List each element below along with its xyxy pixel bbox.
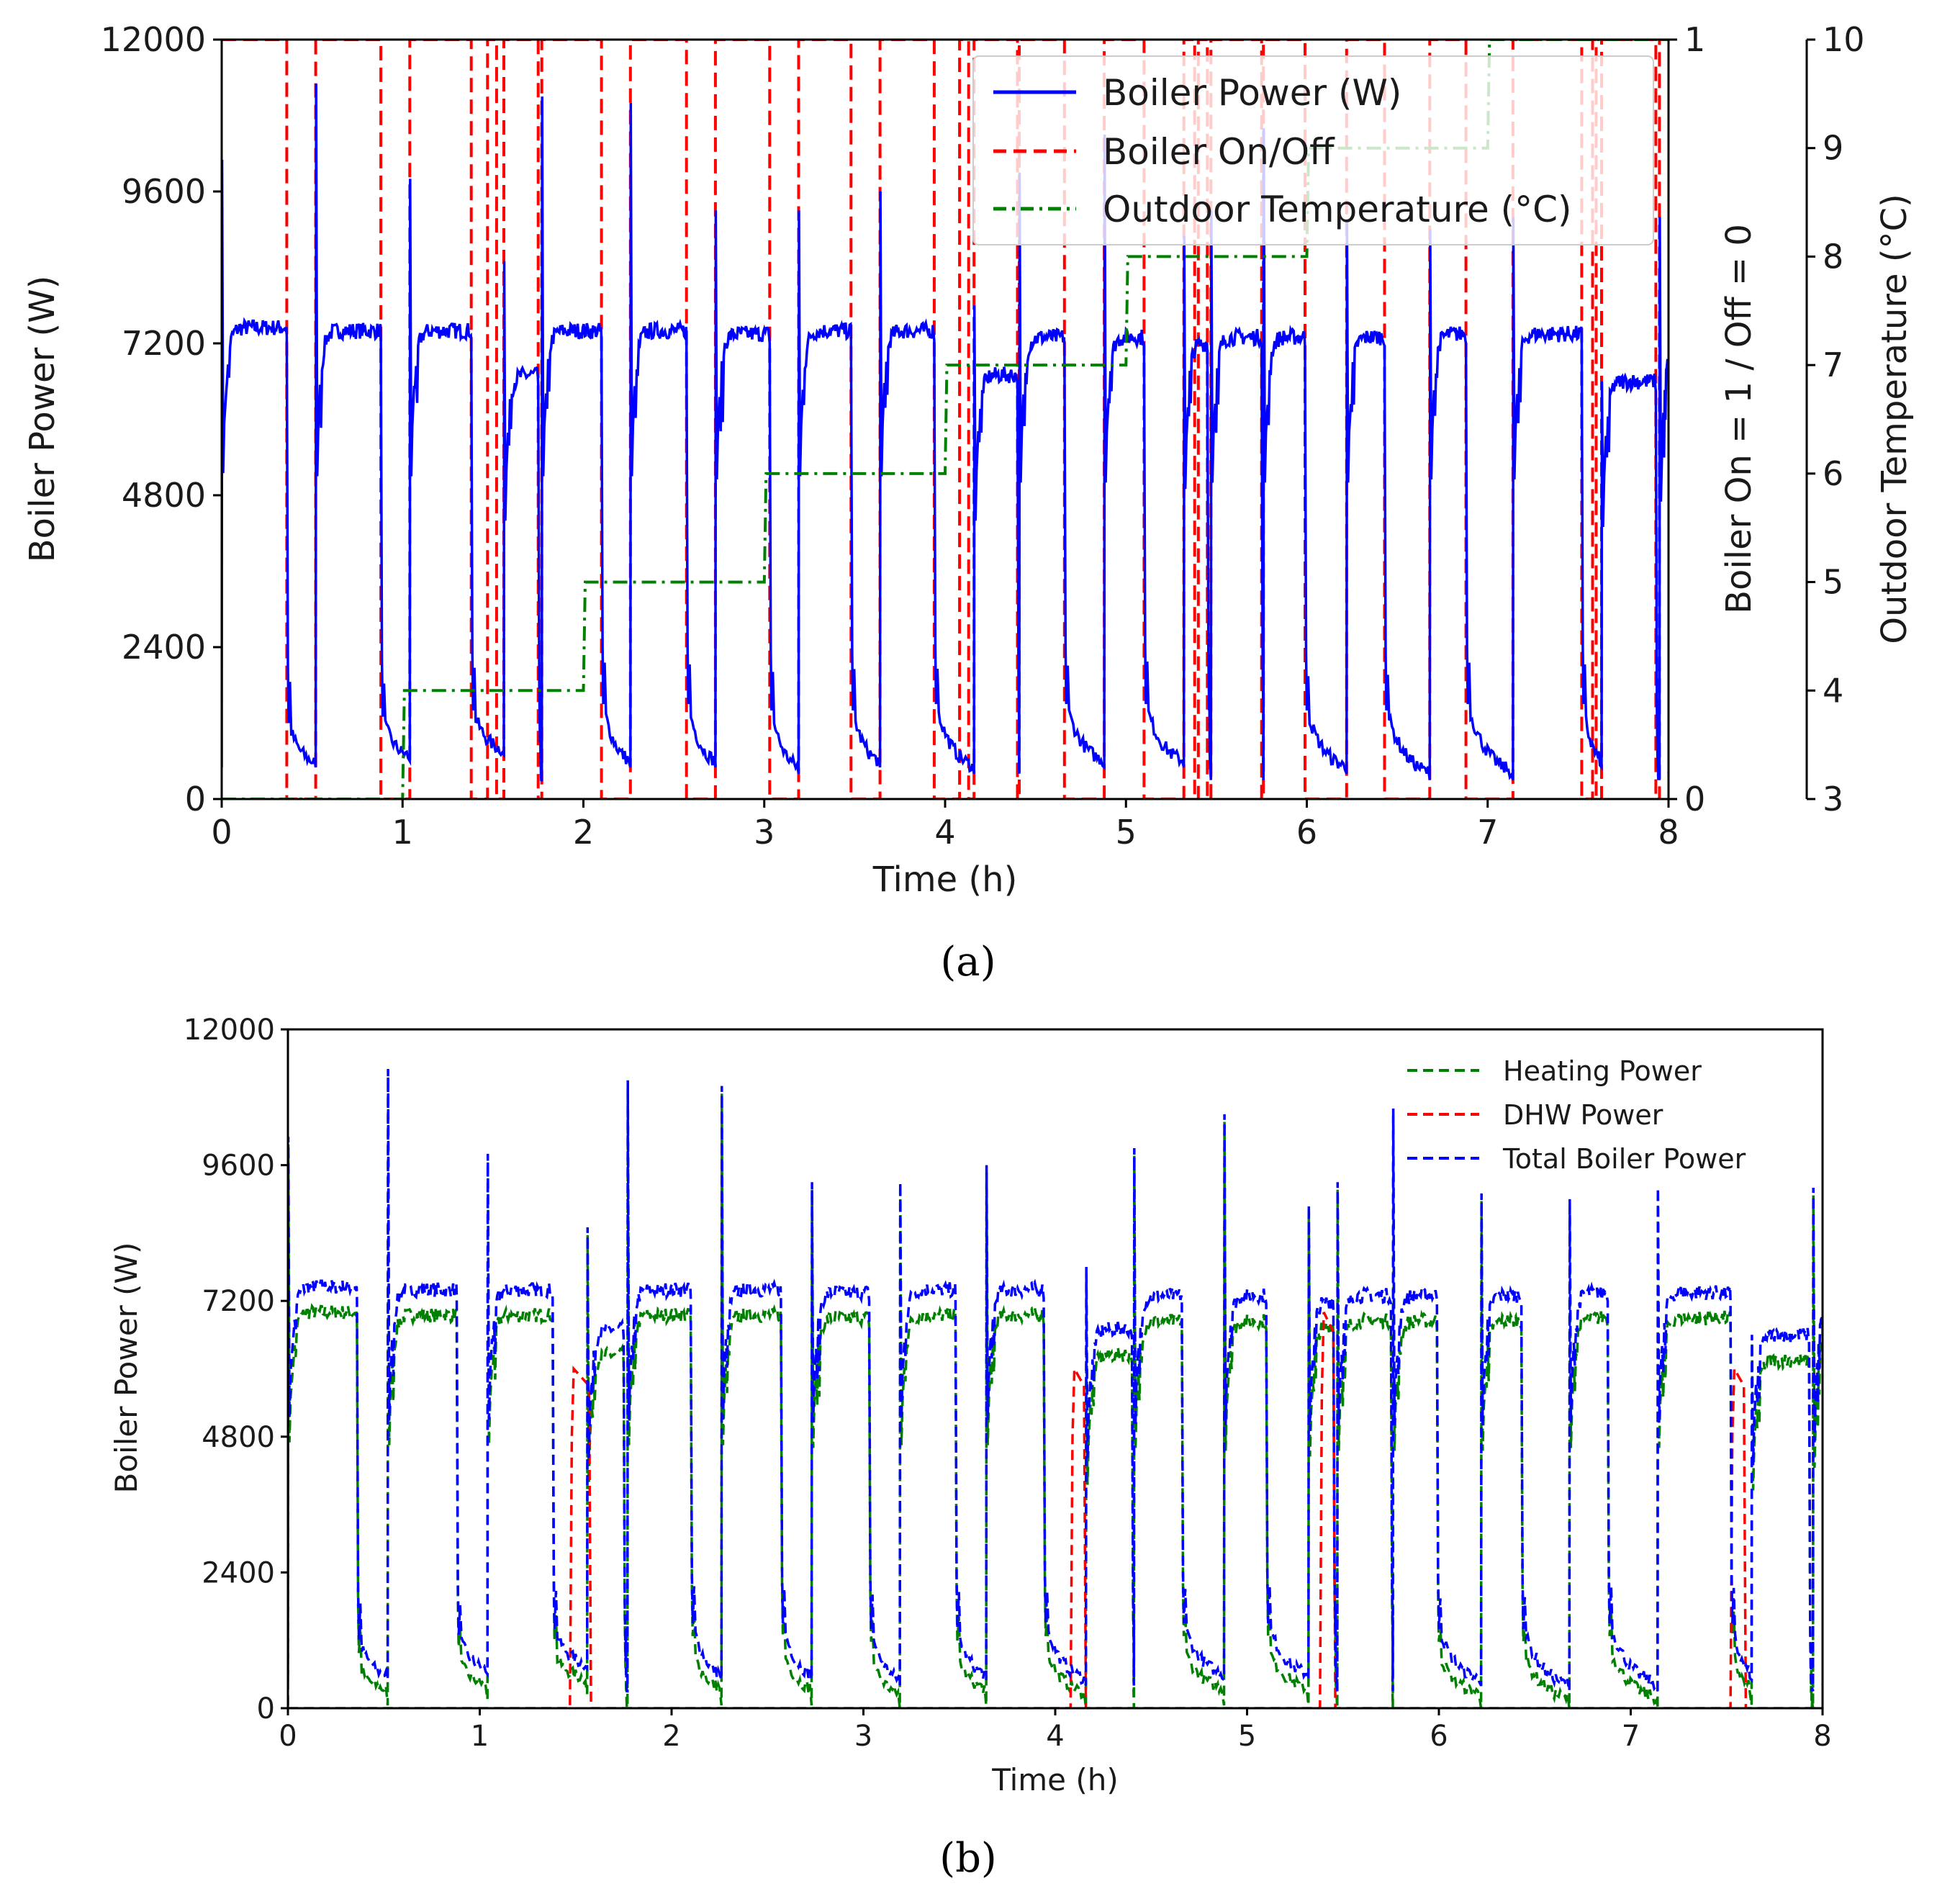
chart-a-y-ticks-right1: 01 [1669,20,1705,818]
chart-a-right2-tick-label: 7 [1823,346,1843,384]
chart-a-y-ticks-right2: 3 4 5 6 7 8 9 10 [1807,20,1865,818]
chart-a-y-tick-label: 12000 [101,20,206,59]
series-heating-power [288,1076,1823,1708]
chart-a-legend-label-power: Boiler Power (W) [1103,72,1401,114]
chart-a-y-tick-label: 4800 [122,476,206,515]
chart-b-x-tick-label: 6 [1430,1720,1448,1753]
chart-a-x-axis-label: Time (h) [872,859,1018,900]
chart-b-y-tick-label: 4800 [202,1421,275,1454]
chart-b-legend: Heating Power DHW Power Total Boiler Pow… [1407,1055,1746,1175]
chart-a-legend-label-temp: Outdoor Temperature (°C) [1103,189,1572,230]
chart-a-y-axis-label-left: Boiler Power (W) [22,276,63,563]
chart-a-y-axis-label-right2: Outdoor Temperature (°C) [1874,194,1915,644]
chart-a-legend-box [972,55,1654,245]
chart-b-x-ticks: 0 1 2 3 4 5 6 7 8 [279,1708,1832,1753]
chart-a-legend: Boiler Power (W) Boiler On/Off Outdoor T… [972,55,1654,245]
chart-a-caption: (a) [940,939,995,985]
chart-b-y-tick-label: 9600 [202,1150,275,1183]
chart-a-x-tick-label: 6 [1296,813,1317,852]
chart-b-y-ticks: 0 2400 4800 7200 9600 12000 [184,1014,288,1725]
chart-b-x-tick-label: 5 [1238,1720,1256,1753]
chart-a-x-tick-label: 5 [1116,813,1137,852]
series-dhw-power [288,1312,1823,1708]
chart-a-right2-tick-label: 8 [1823,237,1843,276]
chart-a-right1-tick-label: 1 [1684,20,1705,59]
chart-a-right2-tick-label: 5 [1823,563,1843,602]
chart-b-legend-label-heating: Heating Power [1503,1055,1702,1087]
chart-panel-b: 0 1 2 3 4 5 6 7 8 0 2400 4800 7200 9600 12000 Time (h… [109,1014,1832,1882]
chart-a-right1-tick-label: 0 [1684,780,1705,818]
chart-a-x-ticks: 0 1 2 3 4 5 6 7 8 [211,799,1679,852]
chart-a-x-tick-label: 2 [573,813,594,852]
chart-a-y-tick-label: 7200 [122,324,206,363]
chart-b-y-tick-label: 7200 [202,1285,275,1318]
series-total-boiler-power [288,1068,1823,1693]
chart-b-y-tick-label: 12000 [184,1014,275,1047]
chart-b-x-tick-label: 7 [1622,1720,1640,1753]
chart-a-x-tick-label: 4 [934,813,955,852]
chart-a-right2-tick-label: 6 [1823,454,1843,493]
chart-b-series [288,1068,1823,1708]
chart-a-right2-tick-label: 3 [1823,780,1843,818]
chart-b-x-tick-label: 4 [1046,1720,1064,1753]
chart-a-x-tick-label: 0 [211,813,232,852]
chart-a-y-tick-label: 9600 [122,172,206,211]
chart-a-y-tick-label: 2400 [122,628,206,667]
chart-a-y-axis-label-right1: Boiler On = 1 / Off = 0 [1719,224,1759,614]
chart-a-right2-tick-label: 4 [1823,671,1843,710]
chart-b-x-tick-label: 1 [471,1720,489,1753]
chart-a-y-ticks-left: 0 2400 4800 7200 9600 12000 [101,20,222,818]
chart-b-x-tick-label: 8 [1813,1720,1831,1753]
chart-b-y-tick-label: 0 [257,1692,275,1725]
chart-a-x-tick-label: 8 [1658,813,1679,852]
chart-b-y-axis-label: Boiler Power (W) [109,1242,144,1494]
chart-a-right2-tick-label: 10 [1823,20,1865,59]
chart-b-legend-label-total: Total Boiler Power [1502,1143,1746,1175]
chart-a-legend-label-onoff: Boiler On/Off [1103,131,1335,173]
chart-b-x-tick-label: 0 [279,1720,297,1753]
chart-a-x-tick-label: 3 [754,813,775,852]
chart-a-x-tick-label: 7 [1477,813,1498,852]
chart-b-legend-label-dhw: DHW Power [1503,1099,1663,1131]
chart-b-x-axis-label: Time (h) [991,1762,1119,1797]
chart-a-right2-tick-label: 9 [1823,129,1843,168]
chart-a-x-tick-label: 1 [392,813,413,852]
series-boiler-power [222,84,1669,782]
chart-a-y-tick-label: 0 [185,780,206,818]
chart-b-x-tick-label: 2 [662,1720,680,1753]
chart-b-x-tick-label: 3 [854,1720,872,1753]
chart-b-caption: (b) [939,1835,997,1882]
chart-b-y-tick-label: 2400 [202,1556,275,1589]
